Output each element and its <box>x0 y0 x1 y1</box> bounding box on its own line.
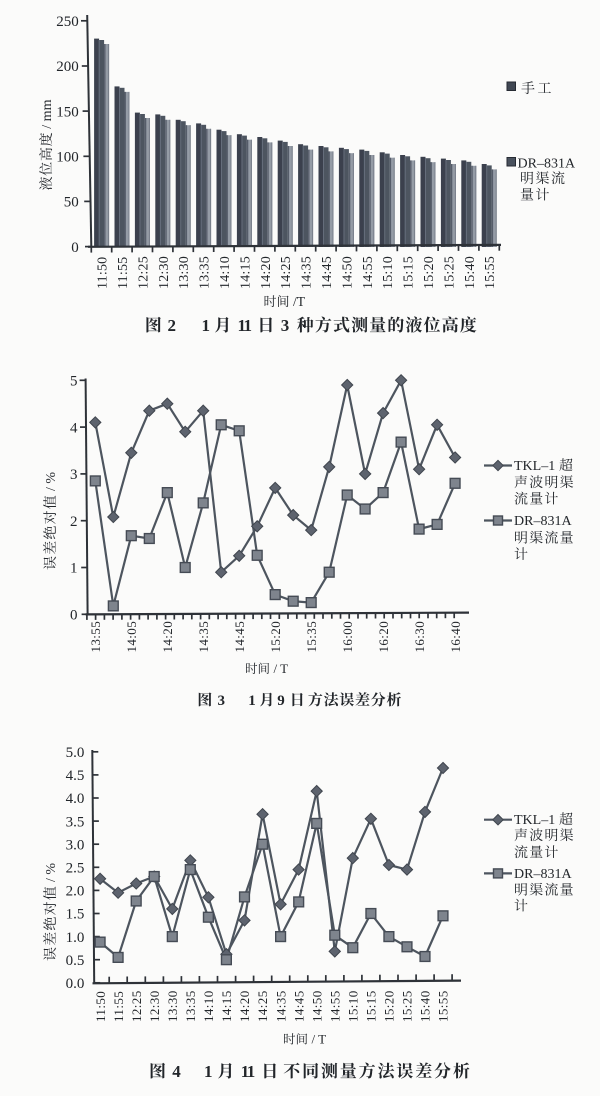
svg-text:14:45: 14:45 <box>291 990 306 1022</box>
svg-text:13:35: 13:35 <box>198 256 213 289</box>
svg-text:/ T: / T <box>274 661 289 676</box>
svg-text:14:35: 14:35 <box>273 990 288 1022</box>
svg-text:1: 1 <box>70 561 78 577</box>
svg-text:4: 4 <box>172 1062 181 1081</box>
svg-text:0.5: 0.5 <box>66 953 85 969</box>
svg-text:100: 100 <box>56 150 79 166</box>
svg-text:0.0: 0.0 <box>66 976 85 992</box>
svg-text:11:55: 11:55 <box>111 991 126 1022</box>
svg-text:/ mm: / mm <box>40 99 55 128</box>
svg-text:15:35: 15:35 <box>304 621 319 653</box>
svg-text:15:10: 15:10 <box>381 256 396 289</box>
svg-text:16:20: 16:20 <box>376 621 391 653</box>
svg-text:14:15: 14:15 <box>219 990 234 1022</box>
svg-text:13:55: 13:55 <box>88 621 103 653</box>
svg-text:1.0: 1.0 <box>66 930 85 946</box>
svg-text:DR–831A: DR–831A <box>514 867 572 882</box>
svg-text:15:25: 15:25 <box>442 256 457 289</box>
svg-text:14:35: 14:35 <box>196 621 211 653</box>
svg-text:14:15: 14:15 <box>238 256 253 289</box>
svg-text:200: 200 <box>56 59 79 75</box>
svg-text:15:25: 15:25 <box>400 990 415 1022</box>
svg-text:DR–831A: DR–831A <box>518 157 576 172</box>
svg-text:250: 250 <box>56 14 79 30</box>
svg-text:14:20: 14:20 <box>259 256 274 289</box>
svg-text:TKL–1: TKL–1 <box>514 813 555 828</box>
svg-text:5: 5 <box>70 374 78 390</box>
svg-text:15:55: 15:55 <box>436 990 451 1022</box>
svg-text:13:30: 13:30 <box>177 256 192 289</box>
svg-text:11: 11 <box>241 1062 255 1081</box>
svg-text:50: 50 <box>64 195 79 211</box>
svg-text:2.0: 2.0 <box>66 884 85 900</box>
svg-text:4.5: 4.5 <box>66 768 85 784</box>
svg-text:14:50: 14:50 <box>340 256 355 289</box>
svg-text:12:30: 12:30 <box>147 990 162 1022</box>
svg-text:12:25: 12:25 <box>129 990 144 1022</box>
svg-text:14:45: 14:45 <box>232 621 247 653</box>
svg-text:DR–831A: DR–831A <box>514 514 572 529</box>
svg-text:3: 3 <box>218 693 226 709</box>
svg-text:15:20: 15:20 <box>382 990 397 1022</box>
svg-text:14:10: 14:10 <box>218 256 233 289</box>
svg-text:TKL–1: TKL–1 <box>514 459 555 474</box>
svg-text:1: 1 <box>202 316 211 335</box>
svg-text:9: 9 <box>277 693 285 709</box>
svg-text:11:55: 11:55 <box>116 257 131 289</box>
svg-text:/T: /T <box>293 294 306 309</box>
svg-text:15:20: 15:20 <box>422 256 437 289</box>
svg-text:14:05: 14:05 <box>124 621 139 653</box>
svg-text:14:45: 14:45 <box>320 256 335 289</box>
svg-text:16:00: 16:00 <box>340 621 355 653</box>
svg-text:15:20: 15:20 <box>268 621 283 653</box>
svg-text:1: 1 <box>204 1062 213 1081</box>
svg-text:15:15: 15:15 <box>402 256 417 289</box>
svg-text:16:30: 16:30 <box>412 621 427 653</box>
svg-text:13:35: 13:35 <box>183 990 198 1022</box>
svg-text:14:35: 14:35 <box>300 256 315 289</box>
svg-text:4.0: 4.0 <box>66 791 85 807</box>
svg-text:5.0: 5.0 <box>66 745 85 761</box>
svg-text:12:25: 12:25 <box>136 256 151 289</box>
svg-text:15:40: 15:40 <box>463 256 478 289</box>
svg-text:14:20: 14:20 <box>237 990 252 1022</box>
svg-text:2: 2 <box>168 316 177 335</box>
svg-text:1.5: 1.5 <box>66 907 85 923</box>
svg-text:15:55: 15:55 <box>483 256 498 289</box>
svg-text:4: 4 <box>70 420 78 436</box>
svg-text:3.0: 3.0 <box>66 837 85 853</box>
svg-text:15:40: 15:40 <box>418 990 433 1022</box>
svg-text:12:30: 12:30 <box>157 256 172 289</box>
svg-text:/ %: / % <box>44 472 59 491</box>
svg-text:14:55: 14:55 <box>327 990 342 1022</box>
svg-text:3: 3 <box>281 316 290 335</box>
svg-text:16:40: 16:40 <box>448 621 463 653</box>
svg-text:2: 2 <box>70 514 78 530</box>
svg-text:14:55: 14:55 <box>361 256 376 289</box>
svg-text:1: 1 <box>248 693 256 709</box>
svg-text:11:50: 11:50 <box>93 991 108 1022</box>
svg-text:0: 0 <box>70 608 78 624</box>
svg-text:3.5: 3.5 <box>66 814 85 830</box>
svg-text:14:10: 14:10 <box>201 990 216 1022</box>
svg-text:/ %: / % <box>44 863 59 882</box>
svg-text:14:50: 14:50 <box>309 990 324 1022</box>
svg-text:15:10: 15:10 <box>346 990 361 1022</box>
svg-text:150: 150 <box>56 104 79 120</box>
svg-text:14:25: 14:25 <box>279 256 294 289</box>
svg-text:/ T: / T <box>312 1032 327 1047</box>
svg-text:14:25: 14:25 <box>255 990 270 1022</box>
svg-text:14:20: 14:20 <box>160 621 175 653</box>
svg-text:2.5: 2.5 <box>66 861 85 877</box>
svg-text:13:30: 13:30 <box>165 990 180 1022</box>
svg-text:11: 11 <box>238 316 252 335</box>
svg-text:11:50: 11:50 <box>96 257 111 289</box>
svg-text:3: 3 <box>70 467 78 483</box>
svg-text:15:15: 15:15 <box>364 990 379 1022</box>
svg-text:0: 0 <box>71 240 79 256</box>
